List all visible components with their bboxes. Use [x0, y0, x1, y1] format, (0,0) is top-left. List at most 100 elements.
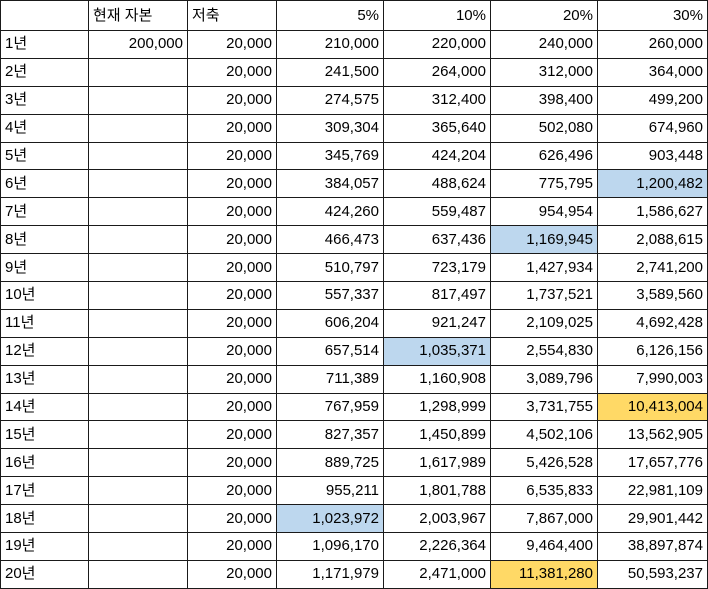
- rate-10-cell[interactable]: 1,160,908: [383, 364, 491, 394]
- header-cell-rate-10[interactable]: 10%: [383, 0, 491, 31]
- rate-30-cell[interactable]: 2,741,200: [597, 253, 708, 283]
- savings-cell[interactable]: 20,000: [187, 141, 277, 171]
- rate-5-cell[interactable]: 767,959: [276, 392, 384, 422]
- rate-10-cell[interactable]: 1,298,999: [383, 392, 491, 422]
- year-cell[interactable]: 20년: [0, 559, 89, 589]
- rate-10-cell[interactable]: 2,471,000: [383, 559, 491, 589]
- savings-cell[interactable]: 20,000: [187, 532, 277, 561]
- year-cell[interactable]: 14년: [0, 392, 89, 422]
- header-cell-blank[interactable]: [0, 0, 89, 31]
- rate-30-cell[interactable]: 260,000: [597, 30, 708, 59]
- rate-20-cell[interactable]: 398,400: [490, 85, 598, 115]
- rate-20-cell[interactable]: 2,554,830: [490, 336, 598, 366]
- rate-20-cell[interactable]: 775,795: [490, 169, 598, 199]
- savings-cell[interactable]: 20,000: [187, 504, 277, 534]
- header-cell-savings[interactable]: 저축: [187, 0, 277, 31]
- savings-cell[interactable]: 20,000: [187, 30, 277, 59]
- rate-10-cell[interactable]: 1,801,788: [383, 476, 491, 506]
- rate-5-cell[interactable]: 466,473: [276, 225, 384, 255]
- rate-5-cell[interactable]: 309,304: [276, 113, 384, 143]
- year-cell[interactable]: 15년: [0, 420, 89, 450]
- rate-5-cell[interactable]: 1,171,979: [276, 559, 384, 589]
- rate-5-cell[interactable]: 274,575: [276, 85, 384, 115]
- rate-5-cell[interactable]: 424,260: [276, 197, 384, 227]
- rate-10-cell[interactable]: 1,617,989: [383, 448, 491, 478]
- rate-10-cell[interactable]: 264,000: [383, 57, 491, 87]
- rate-20-cell[interactable]: 240,000: [490, 30, 598, 59]
- year-cell[interactable]: 7년: [0, 197, 89, 227]
- rate-5-cell[interactable]: 827,357: [276, 420, 384, 450]
- savings-cell[interactable]: 20,000: [187, 225, 277, 255]
- rate-5-cell-highlighted[interactable]: 1,023,972: [276, 504, 384, 534]
- year-cell[interactable]: 9년: [0, 253, 89, 283]
- year-cell[interactable]: 8년: [0, 225, 89, 255]
- rate-30-cell[interactable]: 17,657,776: [597, 448, 708, 478]
- rate-20-cell[interactable]: 3,731,755: [490, 392, 598, 422]
- rate-30-cell[interactable]: 364,000: [597, 57, 708, 87]
- rate-20-cell[interactable]: 5,426,528: [490, 448, 598, 478]
- rate-30-cell[interactable]: 903,448: [597, 141, 708, 171]
- rate-20-cell-highlighted[interactable]: 1,169,945: [490, 225, 598, 255]
- rate-30-cell[interactable]: 1,586,627: [597, 197, 708, 227]
- rate-20-cell[interactable]: 2,109,025: [490, 308, 598, 338]
- savings-cell[interactable]: 20,000: [187, 420, 277, 450]
- capital-cell[interactable]: [88, 420, 188, 450]
- rate-20-cell[interactable]: 312,000: [490, 57, 598, 87]
- rate-10-cell[interactable]: 312,400: [383, 85, 491, 115]
- rate-10-cell[interactable]: 220,000: [383, 30, 491, 59]
- capital-cell[interactable]: 200,000: [88, 30, 188, 59]
- rate-20-cell[interactable]: 6,535,833: [490, 476, 598, 506]
- rate-5-cell[interactable]: 1,096,170: [276, 532, 384, 561]
- capital-cell[interactable]: [88, 197, 188, 227]
- rate-30-cell[interactable]: 13,562,905: [597, 420, 708, 450]
- savings-cell[interactable]: 20,000: [187, 85, 277, 115]
- year-cell[interactable]: 18년: [0, 504, 89, 534]
- savings-cell[interactable]: 20,000: [187, 57, 277, 87]
- rate-30-cell[interactable]: 50,593,237: [597, 559, 708, 589]
- rate-20-cell[interactable]: 7,867,000: [490, 504, 598, 534]
- rate-5-cell[interactable]: 606,204: [276, 308, 384, 338]
- savings-cell[interactable]: 20,000: [187, 169, 277, 199]
- year-cell[interactable]: 6년: [0, 169, 89, 199]
- year-cell[interactable]: 17년: [0, 476, 89, 506]
- savings-cell[interactable]: 20,000: [187, 197, 277, 227]
- rate-20-cell[interactable]: 954,954: [490, 197, 598, 227]
- year-cell[interactable]: 1년: [0, 30, 89, 59]
- year-cell[interactable]: 3년: [0, 85, 89, 115]
- rate-20-cell[interactable]: 1,737,521: [490, 281, 598, 310]
- savings-cell[interactable]: 20,000: [187, 476, 277, 506]
- rate-30-cell[interactable]: 2,088,615: [597, 225, 708, 255]
- savings-cell[interactable]: 20,000: [187, 281, 277, 310]
- capital-cell[interactable]: [88, 169, 188, 199]
- savings-cell[interactable]: 20,000: [187, 364, 277, 394]
- rate-5-cell[interactable]: 889,725: [276, 448, 384, 478]
- year-cell[interactable]: 5년: [0, 141, 89, 171]
- rate-20-cell[interactable]: 9,464,400: [490, 532, 598, 561]
- capital-cell[interactable]: [88, 85, 188, 115]
- rate-5-cell[interactable]: 955,211: [276, 476, 384, 506]
- rate-30-cell[interactable]: 22,981,109: [597, 476, 708, 506]
- rate-5-cell[interactable]: 557,337: [276, 281, 384, 310]
- rate-10-cell[interactable]: 1,450,899: [383, 420, 491, 450]
- capital-cell[interactable]: [88, 253, 188, 283]
- capital-cell[interactable]: [88, 364, 188, 394]
- header-cell-rate-30[interactable]: 30%: [597, 0, 708, 31]
- rate-10-cell[interactable]: 2,003,967: [383, 504, 491, 534]
- rate-20-cell[interactable]: 4,502,106: [490, 420, 598, 450]
- rate-10-cell[interactable]: 637,436: [383, 225, 491, 255]
- rate-30-cell[interactable]: 6,126,156: [597, 336, 708, 366]
- year-cell[interactable]: 12년: [0, 336, 89, 366]
- capital-cell[interactable]: [88, 532, 188, 561]
- capital-cell[interactable]: [88, 448, 188, 478]
- year-cell[interactable]: 2년: [0, 57, 89, 87]
- year-cell[interactable]: 16년: [0, 448, 89, 478]
- year-cell[interactable]: 19년: [0, 532, 89, 561]
- savings-cell[interactable]: 20,000: [187, 113, 277, 143]
- year-cell[interactable]: 13년: [0, 364, 89, 394]
- rate-10-cell-highlighted[interactable]: 1,035,371: [383, 336, 491, 366]
- capital-cell[interactable]: [88, 225, 188, 255]
- capital-cell[interactable]: [88, 504, 188, 534]
- rate-5-cell[interactable]: 345,769: [276, 141, 384, 171]
- rate-30-cell[interactable]: 29,901,442: [597, 504, 708, 534]
- savings-cell[interactable]: 20,000: [187, 308, 277, 338]
